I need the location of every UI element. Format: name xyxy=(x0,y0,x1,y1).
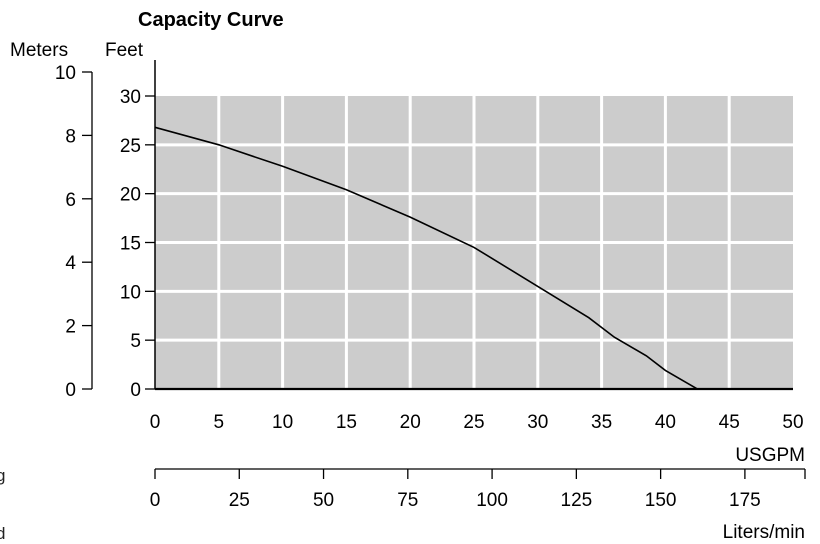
chart-title: Capacity Curve xyxy=(138,9,284,31)
feet-tick-label: 5 xyxy=(130,331,141,352)
usgpm-tick-label: 35 xyxy=(591,412,612,433)
liters-tick-label: 75 xyxy=(397,490,418,511)
usgpm-tick-label: 5 xyxy=(214,412,225,433)
meters-tick-label: 4 xyxy=(65,253,76,274)
feet-tick-label: 25 xyxy=(120,136,141,157)
liters-tick-label: 125 xyxy=(561,490,593,511)
usgpm-tick-label: 10 xyxy=(272,412,293,433)
feet-tick-label: 15 xyxy=(120,234,141,255)
usgpm-tick-label: 15 xyxy=(336,412,357,433)
usgpm-tick-label: 0 xyxy=(150,412,161,433)
liters-axis-label: Liters/min xyxy=(723,522,805,543)
usgpm-axis-label: USGPM xyxy=(735,445,805,466)
meters-axis-label: Meters xyxy=(10,40,68,61)
meters-tick-label: 10 xyxy=(55,63,76,84)
feet-tick-label: 0 xyxy=(130,380,141,401)
feet-tick-label: 20 xyxy=(120,185,141,206)
liters-tick-label: 50 xyxy=(313,490,334,511)
feet-tick-label: 10 xyxy=(120,282,141,303)
liters-tick-label: 150 xyxy=(645,490,677,511)
capacity-curve-line xyxy=(154,126,793,390)
feet-tick-label: 30 xyxy=(120,87,141,108)
usgpm-tick-label: 30 xyxy=(527,412,548,433)
usgpm-tick-label: 40 xyxy=(655,412,676,433)
usgpm-tick-label: 20 xyxy=(400,412,421,433)
liters-tick-label: 25 xyxy=(229,490,250,511)
meters-tick-label: 8 xyxy=(65,126,76,147)
feet-axis-label: Feet xyxy=(105,40,144,61)
usgpm-tick-label: 45 xyxy=(719,412,740,433)
cropped-text-fragment: d xyxy=(0,524,6,543)
meters-tick-label: 2 xyxy=(65,317,76,338)
usgpm-tick-label: 50 xyxy=(782,412,803,433)
liters-tick-label: 175 xyxy=(729,490,761,511)
liters-tick-label: 100 xyxy=(476,490,508,511)
usgpm-tick-label: 25 xyxy=(463,412,484,433)
meters-tick-label: 6 xyxy=(65,190,76,211)
meters-tick-label: 0 xyxy=(65,380,76,401)
liters-tick-label: 0 xyxy=(150,490,161,511)
cropped-text-fragment: g xyxy=(0,466,6,485)
